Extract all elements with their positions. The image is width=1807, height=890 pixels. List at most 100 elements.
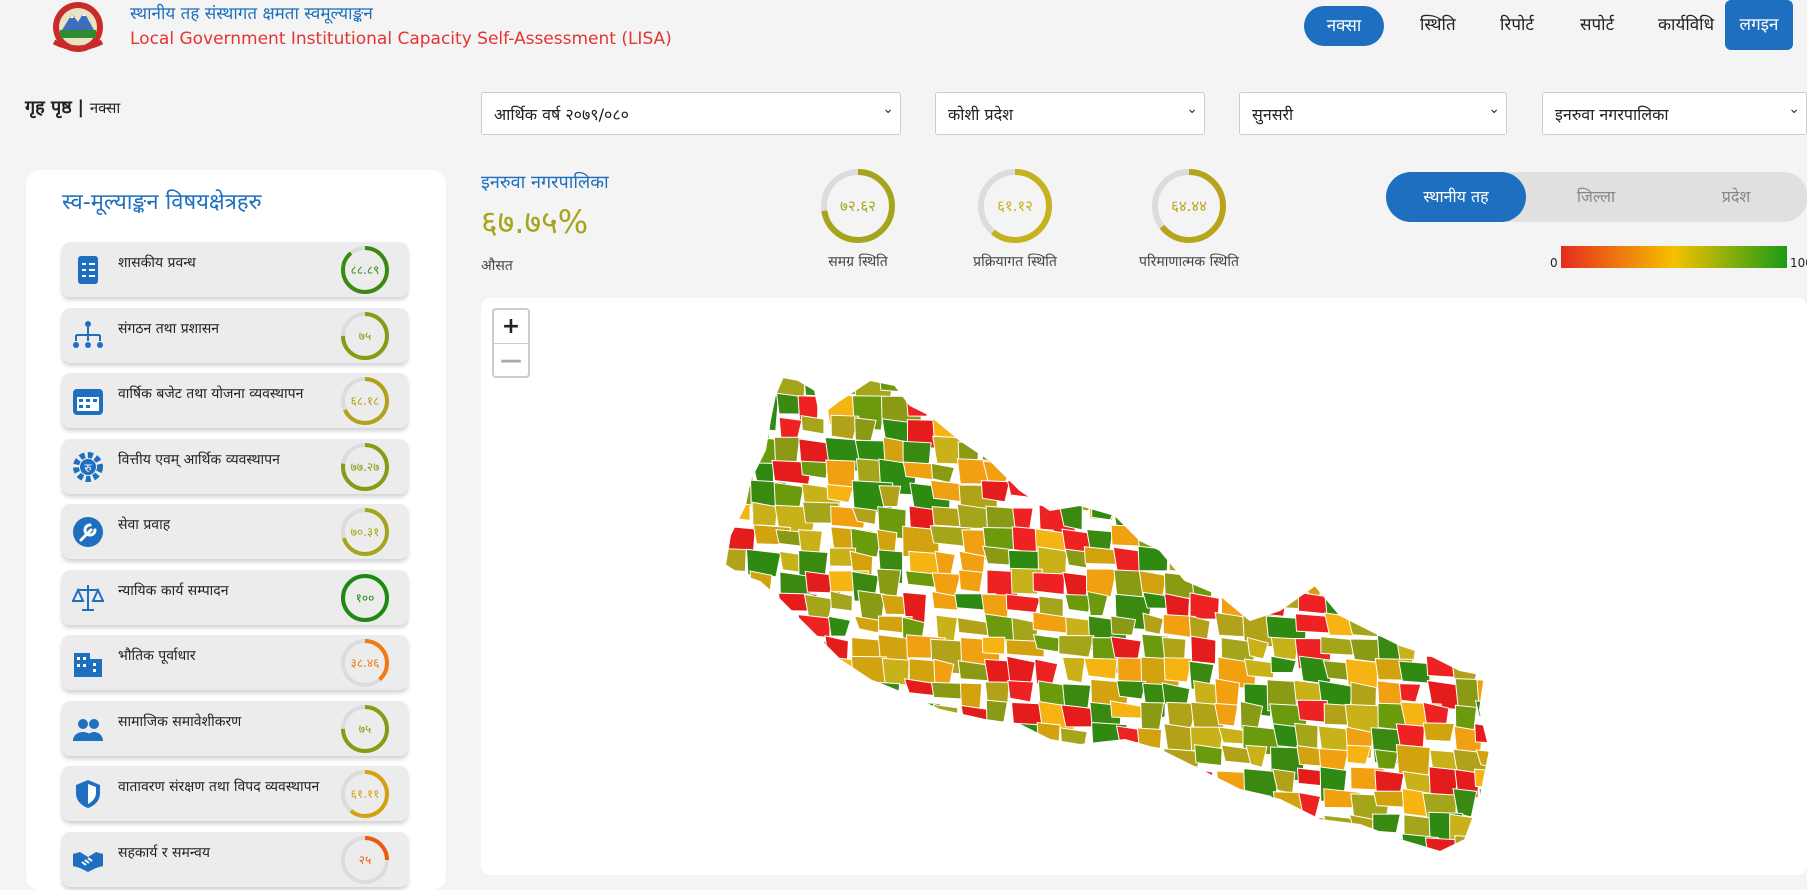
municipality-region[interactable]	[1064, 463, 1094, 499]
municipality-region[interactable]	[1557, 594, 1570, 625]
municipality-region[interactable]	[1481, 437, 1522, 470]
municipality-region[interactable]	[1060, 767, 1091, 791]
municipality-region[interactable]	[905, 747, 937, 780]
municipality-region[interactable]	[748, 788, 776, 812]
municipality-region[interactable]	[1266, 418, 1300, 451]
municipality-region[interactable]	[1244, 659, 1273, 678]
municipality-region[interactable]	[1505, 371, 1542, 401]
municipality-region[interactable]	[1114, 815, 1149, 845]
municipality-region[interactable]	[774, 681, 810, 707]
municipality-region[interactable]	[1455, 398, 1486, 416]
municipality-region[interactable]	[1529, 419, 1566, 450]
municipality-region[interactable]	[1272, 507, 1308, 533]
municipality-region[interactable]	[1320, 374, 1349, 394]
municipality-region[interactable]	[1552, 548, 1570, 568]
municipality-region[interactable]	[906, 771, 935, 791]
municipality-region[interactable]	[1247, 813, 1284, 830]
municipality-region[interactable]	[958, 766, 982, 789]
municipality-region[interactable]	[956, 810, 979, 827]
municipality-region[interactable]	[910, 793, 949, 817]
municipality-region[interactable]	[1035, 659, 1058, 684]
municipality-region[interactable]	[1214, 788, 1245, 809]
municipality-region[interactable]	[1220, 506, 1261, 529]
municipality-region[interactable]	[720, 724, 761, 743]
municipality-region[interactable]	[1218, 857, 1248, 860]
municipality-region[interactable]	[805, 790, 831, 809]
municipality-region[interactable]	[1351, 591, 1390, 618]
nav-procedure[interactable]: कार्यविधि	[1658, 14, 1714, 52]
municipality-region[interactable]	[1166, 372, 1193, 389]
municipality-region[interactable]	[779, 636, 814, 656]
municipality-region[interactable]	[1220, 375, 1249, 401]
municipality-region[interactable]	[1216, 548, 1250, 580]
municipality-region[interactable]	[1143, 508, 1172, 526]
municipality-region[interactable]	[1013, 372, 1043, 391]
municipality-region[interactable]	[1322, 415, 1360, 439]
municipality-region[interactable]	[1110, 375, 1132, 401]
municipality-region[interactable]	[931, 794, 958, 814]
municipality-region[interactable]	[1501, 747, 1527, 769]
municipality-region[interactable]	[981, 481, 1009, 502]
municipality-region[interactable]	[1507, 591, 1540, 623]
municipality-region[interactable]	[1428, 550, 1454, 583]
municipality-region[interactable]	[727, 419, 765, 438]
municipality-region[interactable]	[1534, 837, 1570, 860]
municipality-region[interactable]	[1090, 748, 1126, 782]
municipality-region[interactable]	[1558, 394, 1570, 415]
municipality-region[interactable]	[1165, 856, 1198, 860]
municipality-region[interactable]	[1531, 813, 1570, 845]
municipality-region[interactable]	[1191, 636, 1216, 664]
municipality-region[interactable]	[982, 813, 1021, 846]
municipality-region[interactable]	[1297, 700, 1327, 722]
municipality-region[interactable]	[1350, 526, 1381, 555]
municipality-region[interactable]	[1272, 480, 1303, 500]
municipality-region[interactable]	[1270, 859, 1295, 860]
municipality-region[interactable]	[1112, 859, 1146, 860]
municipality-region[interactable]	[986, 700, 1007, 731]
municipality-region[interactable]	[1373, 814, 1401, 833]
municipality-region[interactable]	[1194, 437, 1232, 460]
municipality-region[interactable]	[1191, 551, 1230, 581]
municipality-region[interactable]	[1321, 397, 1362, 413]
municipality-region[interactable]	[1247, 439, 1283, 468]
municipality-region[interactable]	[906, 373, 937, 398]
municipality-region[interactable]	[1191, 417, 1226, 447]
municipality-region[interactable]	[1505, 437, 1530, 471]
municipality-region[interactable]	[777, 661, 812, 681]
municipality-region[interactable]	[725, 770, 751, 800]
municipality-region[interactable]	[908, 857, 929, 860]
municipality-region[interactable]	[1531, 574, 1554, 603]
municipality-region[interactable]	[750, 662, 780, 691]
municipality-region[interactable]	[1298, 394, 1322, 423]
municipality-region[interactable]	[1142, 768, 1173, 800]
zoom-out-button[interactable]: —	[494, 343, 528, 376]
municipality-region[interactable]	[853, 769, 885, 785]
municipality-region[interactable]	[1188, 393, 1227, 422]
municipality-region[interactable]	[1481, 637, 1514, 654]
municipality-region[interactable]	[910, 814, 932, 843]
municipality-region[interactable]	[984, 397, 1010, 425]
municipality-region[interactable]	[1215, 394, 1240, 421]
municipality-region[interactable]	[1534, 678, 1568, 698]
municipality-region[interactable]	[1138, 792, 1164, 819]
municipality-region[interactable]	[984, 858, 1024, 860]
municipality-region[interactable]	[1088, 416, 1114, 444]
municipality-region[interactable]	[1476, 810, 1514, 832]
municipality-region[interactable]	[1062, 814, 1102, 842]
municipality-region[interactable]	[1557, 460, 1570, 492]
municipality-region[interactable]	[1423, 723, 1454, 741]
municipality-region[interactable]	[1196, 529, 1225, 555]
municipality-region[interactable]	[801, 416, 824, 434]
municipality-region[interactable]	[1558, 418, 1570, 453]
municipality-region[interactable]	[1426, 594, 1450, 621]
municipality-region[interactable]	[982, 637, 1005, 654]
municipality-region[interactable]	[1508, 616, 1538, 636]
municipality-region[interactable]	[960, 415, 996, 446]
municipality-region[interactable]	[959, 394, 989, 420]
municipality-region[interactable]	[1244, 550, 1268, 583]
municipality-region[interactable]	[1216, 437, 1237, 466]
municipality-region[interactable]	[1064, 397, 1084, 429]
municipality-region[interactable]	[826, 706, 851, 739]
